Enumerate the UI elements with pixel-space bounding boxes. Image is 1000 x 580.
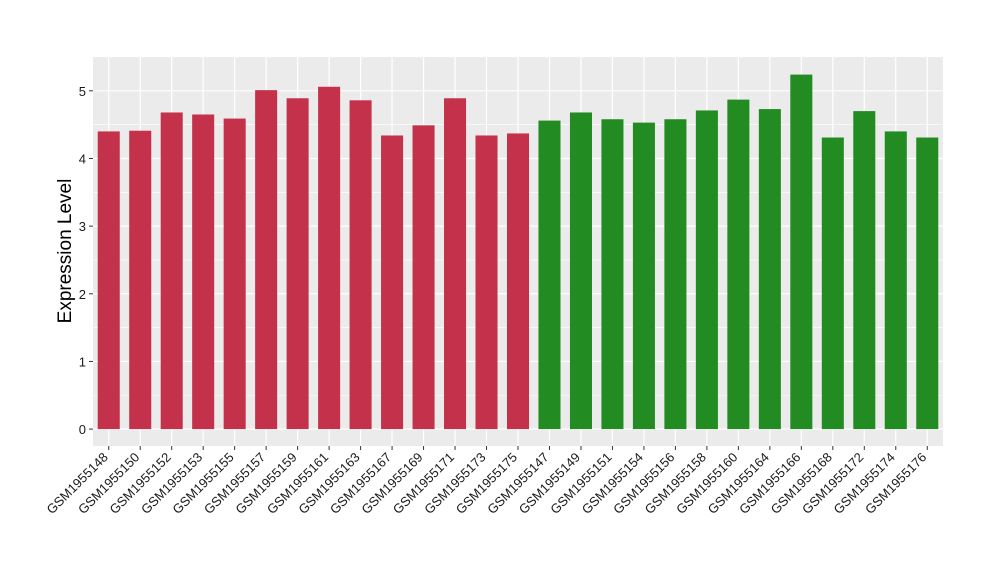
bar-GSM1955171 <box>444 98 467 430</box>
bar-GSM1955151 <box>601 119 624 430</box>
y-axis-title: Expression Level <box>55 179 76 324</box>
bar-GSM1955176 <box>916 137 939 430</box>
bar-GSM1955150 <box>129 130 152 430</box>
bar-GSM1955156 <box>664 119 687 430</box>
bar-GSM1955168 <box>821 137 844 430</box>
y-axis: 0 1 2 3 4 5 <box>79 84 93 437</box>
y-tick-label: 0 <box>79 422 86 437</box>
bar-GSM1955174 <box>884 131 907 430</box>
y-tick-label: 2 <box>79 287 86 302</box>
bar-GSM1955159 <box>286 98 309 430</box>
bar-GSM1955157 <box>255 90 278 430</box>
bar-GSM1955147 <box>538 120 561 430</box>
bar-GSM1955167 <box>381 135 404 430</box>
bar-GSM1955173 <box>475 135 498 430</box>
bar-GSM1955169 <box>412 125 435 430</box>
bar-GSM1955163 <box>349 100 372 430</box>
y-tick-label: 1 <box>79 354 86 369</box>
y-tick-label: 5 <box>79 84 86 99</box>
y-tick-label: 3 <box>79 219 86 234</box>
bar-GSM1955164 <box>758 109 781 430</box>
bar-GSM1955166 <box>790 74 813 430</box>
y-tick-label: 4 <box>79 151 86 166</box>
bar-GSM1955152 <box>160 112 183 430</box>
bar-GSM1955175 <box>506 133 530 430</box>
bars <box>97 74 939 430</box>
bar-GSM1955158 <box>695 110 718 430</box>
bar-GSM1955161 <box>318 86 341 430</box>
bar-GSM1955154 <box>632 122 655 430</box>
bar-GSM1955160 <box>727 99 750 430</box>
x-axis: GSM1955148GSM1955150GSM1955152GSM1955153… <box>44 446 929 517</box>
bar-GSM1955155 <box>223 118 246 430</box>
bar-GSM1955148 <box>97 131 120 430</box>
bar-GSM1955172 <box>853 111 876 430</box>
bar-GSM1955149 <box>569 112 592 430</box>
bar-GSM1955153 <box>192 114 215 430</box>
